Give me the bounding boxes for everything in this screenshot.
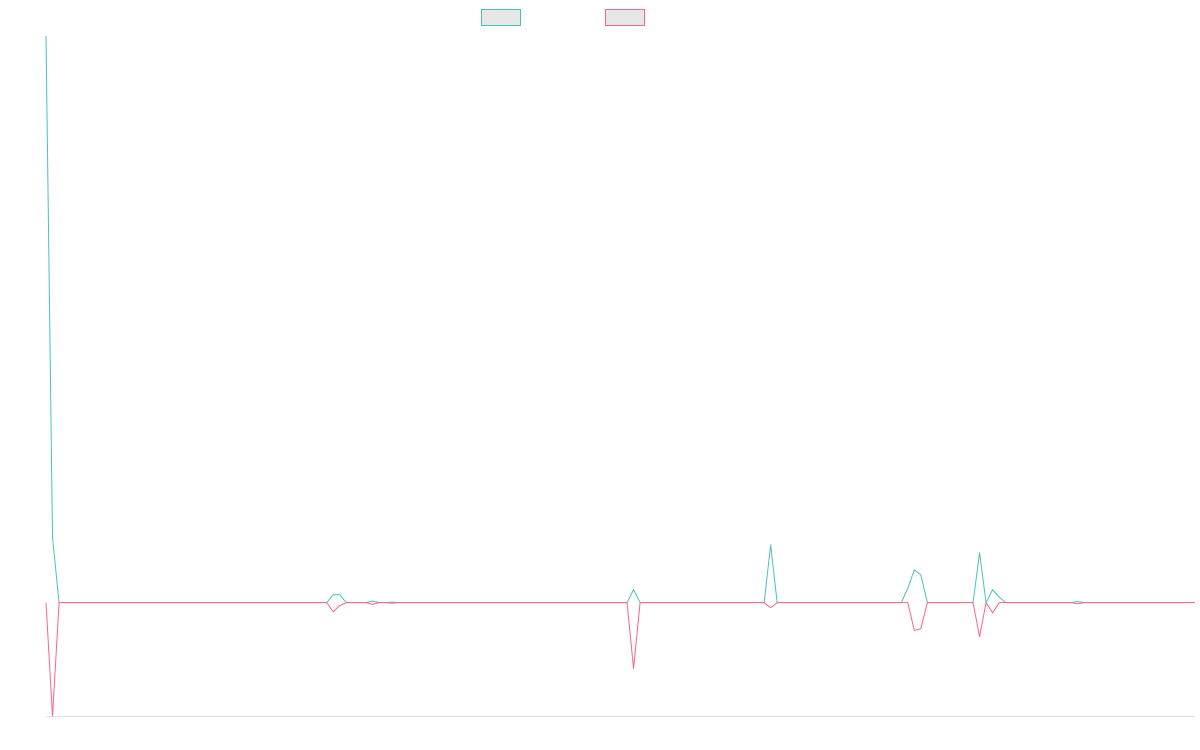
legend-swatch[interactable]: [481, 9, 521, 26]
series-line: [45, 35, 1195, 604]
legend-swatch[interactable]: [605, 9, 645, 26]
series-line: [45, 602, 1195, 717]
